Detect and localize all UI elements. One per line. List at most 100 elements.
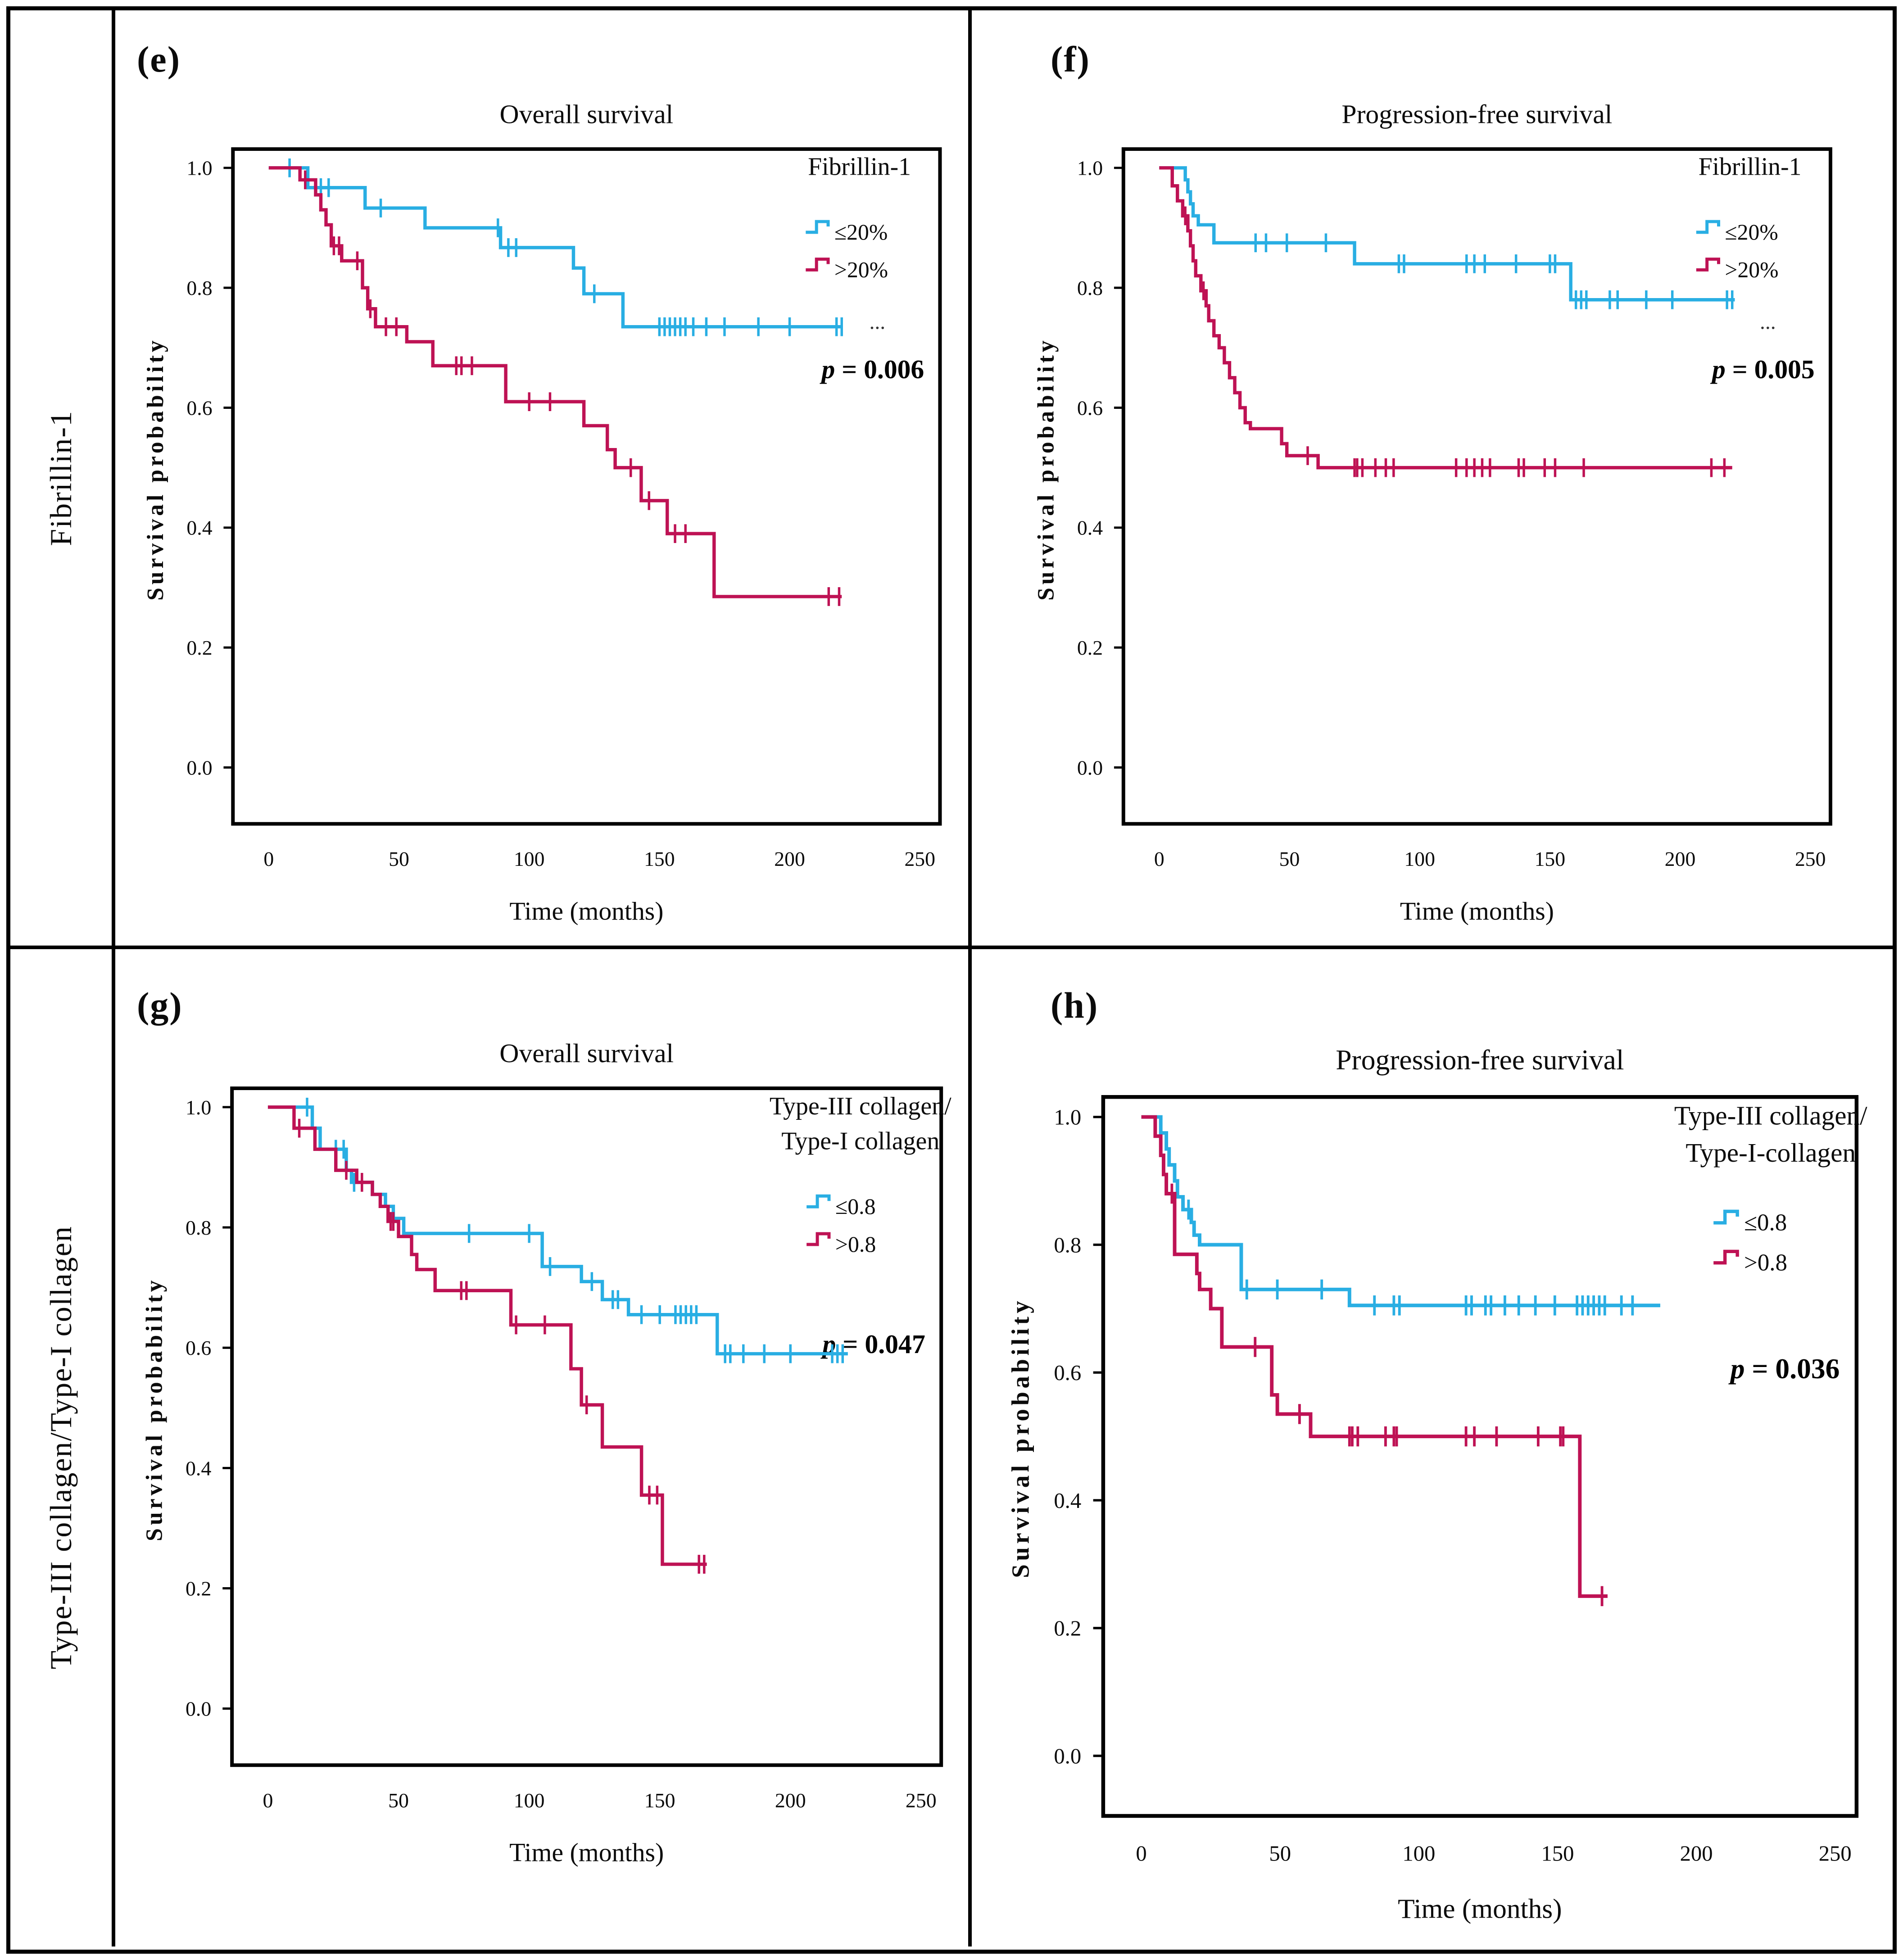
y-axis-label: Survival probability [143,337,168,601]
km-curve-high [268,166,842,598]
km-curve-high [267,1105,707,1566]
x-tick-label: 150 [644,1789,675,1812]
legend-step-symbol [806,258,830,272]
x-tick-label: 250 [906,1789,937,1812]
km-chart-pfs-collagen: Progression-free survival 1.0 0.8 0.6 0.4 0.2… [1007,1044,1867,1924]
x-tick-label: 100 [514,847,545,870]
p-value: p = 0.036 [1728,1353,1840,1385]
plot-box [1121,147,1832,826]
panel-e: Overall survival 1.0 0.8 0.6 0.4 0.2 0.0 0 50 100… [115,10,968,946]
x-tick-label: 250 [904,847,935,870]
legend-title: Type-III collagen/ [770,1092,952,1120]
legend-title: Type-III collagen/ [1674,1101,1867,1131]
y-tick-label: 0.6 [1054,1361,1081,1385]
legend-step-symbol [1713,1249,1739,1265]
y-tick-label: 0.0 [186,756,212,779]
legend-title: Type-I-collagen [1686,1138,1856,1168]
legend-title: Type-I collagen [781,1127,939,1155]
legend-step-symbol [807,1194,831,1209]
km-curve-low [268,166,842,329]
x-tick-label: 250 [1795,847,1826,870]
x-tick-label: 200 [775,1789,806,1812]
x-tick-label: 150 [1535,847,1566,870]
y-axis-label: Survival probability [1033,337,1059,601]
x-axis-label: Time (months) [509,1838,664,1867]
panel-h: Progression-free survival 1.0 0.8 0.6 0.4 0.2… [972,949,1893,1946]
p-value: p = 0.006 [820,354,924,384]
km-chart-pfs-fibrillin: Progression-free survival 1.0 0.8 0.6 0.4 0.2… [1033,99,1832,925]
km-curve-low [267,1105,848,1356]
plot-box [231,147,942,826]
legend-step-symbol [807,1232,831,1246]
legend-title: Fibrillin-1 [808,153,911,181]
km-chart-overall-survival-collagen: Overall survival 1.0 0.8 0.6 0.4 0.2 0.0 0 50 100… [142,1038,952,1867]
y-tick-label: 0.2 [186,636,212,659]
divider-label-column [112,10,115,1946]
panel-letter-f: (f) [1051,39,1090,80]
km-chart-overall-survival-fibrillin: Overall survival 1.0 0.8 0.6 0.4 0.2 0.0 0 50 100… [143,99,942,925]
x-tick-label: 200 [1665,847,1696,870]
km-curve-high [1159,166,1732,470]
panel-letter-h: (h) [1051,985,1099,1026]
x-axis-label: Time (months) [1398,1894,1562,1924]
legend-item-label: ≤0.8 [835,1194,876,1219]
km-curve-high [1141,1115,1608,1598]
divider-columns [968,10,972,1946]
x-tick-label: 50 [1269,1842,1291,1866]
y-tick-label: 0.4 [186,516,212,539]
y-tick-label: 0.2 [186,1577,211,1600]
legend-item-label: >0.8 [835,1232,876,1257]
chart-title: Overall survival [500,99,674,129]
row-header-collagen-ratio: Type-III collagen/Type-I collagen [10,949,112,1946]
y-tick-label: 0.6 [1077,396,1103,419]
legend-item-label: ≤20% [834,220,888,244]
legend-item-label: ≤0.8 [1744,1210,1787,1236]
plot-box [1101,1095,1859,1818]
km-curve-low [1159,166,1735,302]
y-tick-label: 1.0 [186,157,212,180]
panel-g: Overall survival 1.0 0.8 0.6 0.4 0.2 0.0 0 50 100… [115,949,968,1946]
row-label-collagen-ratio: Type-III collagen/Type-I collagen [44,1225,78,1670]
y-tick-label: 0.8 [1054,1233,1081,1257]
km-curve-low [1141,1115,1660,1308]
y-tick-label: 0.4 [186,1457,211,1480]
panel-f: Progression-free survival 1.0 0.8 0.6 0.4 0.2… [972,10,1893,946]
y-tick-label: 1.0 [186,1096,211,1119]
y-axis-label: Survival probability [1007,1298,1034,1578]
y-tick-label: 0.6 [186,1336,211,1359]
x-tick-label: 0 [263,847,274,870]
legend-item-label: >0.8 [1744,1250,1787,1276]
legend-item-label: >20% [834,257,888,282]
x-tick-label: 250 [1819,1842,1852,1866]
x-tick-label: 150 [1541,1842,1574,1866]
y-tick-label: 0.0 [1054,1744,1081,1769]
x-tick-label: 200 [774,847,805,870]
y-tick-label: 1.0 [1054,1105,1081,1130]
legend-item-label: ≤20% [1725,220,1778,244]
chart-title: Overall survival [499,1038,674,1068]
y-axis-label: Survival probability [142,1277,168,1541]
x-tick-label: 0 [1154,847,1164,870]
x-axis-label: Time (months) [509,897,663,925]
chart-title: Progression-free survival [1341,99,1612,129]
x-tick-label: 100 [1402,1842,1435,1866]
figure-border [6,6,1897,1954]
x-tick-label: 200 [1680,1842,1713,1866]
divider-rows [10,946,1893,949]
x-tick-label: 150 [644,847,675,870]
panel-letter-g: (g) [137,985,183,1026]
legend-title: Fibrillin-1 [1699,153,1802,181]
y-tick-label: 0.8 [186,276,212,299]
legend-step-symbol [1713,1209,1739,1225]
legend-step-symbol [806,220,830,234]
legend-step-symbol [1696,220,1720,234]
y-tick-label: 0.6 [186,396,212,419]
legend-ellipsis: ... [869,310,885,334]
y-tick-label: 0.0 [1077,756,1103,779]
plot-box [230,1086,943,1767]
x-tick-label: 0 [1136,1842,1146,1866]
p-value: p = 0.005 [1710,354,1815,384]
y-tick-label: 0.2 [1054,1616,1081,1641]
y-tick-label: 0.4 [1054,1489,1081,1513]
y-tick-label: 0.4 [1077,516,1103,539]
